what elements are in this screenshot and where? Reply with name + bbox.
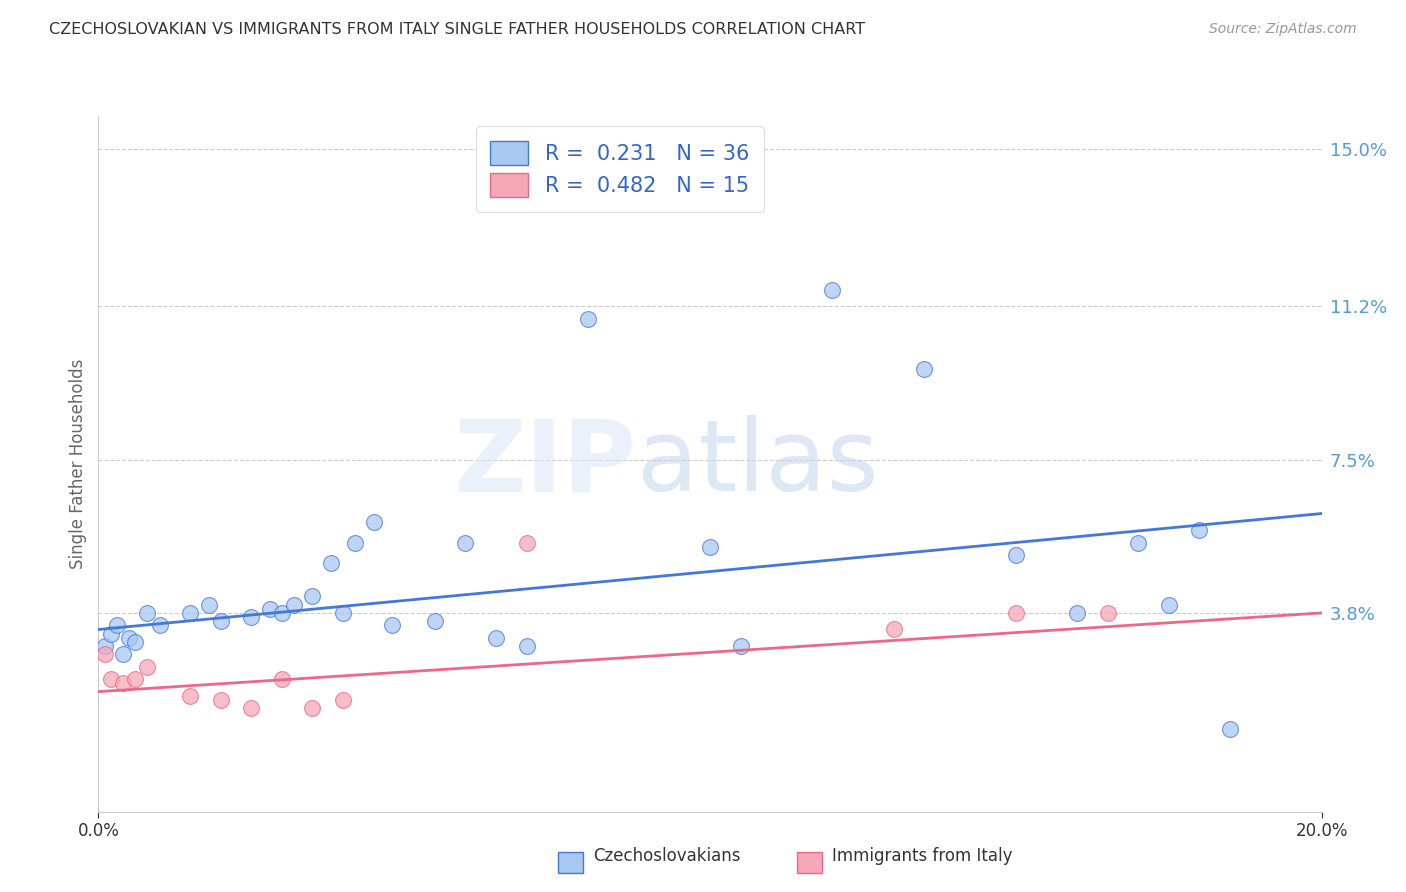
Point — [118, 631, 141, 645]
Point — [209, 614, 232, 628]
Point — [270, 672, 292, 686]
Point — [344, 535, 367, 549]
Point — [332, 606, 354, 620]
Point — [105, 618, 128, 632]
Point — [111, 676, 134, 690]
Point — [124, 635, 146, 649]
Point — [454, 535, 477, 549]
Point — [485, 631, 508, 645]
Point — [111, 648, 134, 662]
Point — [1004, 548, 1026, 562]
Legend: R =  0.231   N = 36, R =  0.482   N = 15: R = 0.231 N = 36, R = 0.482 N = 15 — [475, 127, 763, 212]
Point — [516, 535, 538, 549]
Point — [423, 614, 446, 628]
Point — [912, 361, 935, 376]
Text: CZECHOSLOVAKIAN VS IMMIGRANTS FROM ITALY SINGLE FATHER HOUSEHOLDS CORRELATION CH: CZECHOSLOVAKIAN VS IMMIGRANTS FROM ITALY… — [49, 22, 865, 37]
Point — [259, 602, 281, 616]
Point — [301, 590, 323, 604]
Point — [516, 639, 538, 653]
Point — [699, 540, 721, 554]
Text: ZIP: ZIP — [454, 416, 637, 512]
Point — [93, 648, 115, 662]
Point — [730, 639, 752, 653]
Point — [240, 701, 263, 715]
Point — [1219, 722, 1241, 736]
Point — [93, 639, 115, 653]
Point — [100, 626, 122, 640]
Point — [179, 606, 201, 620]
Point — [1066, 606, 1088, 620]
Point — [197, 598, 219, 612]
Point — [363, 515, 385, 529]
Point — [136, 660, 159, 674]
Point — [283, 598, 305, 612]
Point — [301, 701, 323, 715]
Point — [240, 610, 263, 624]
Point — [1097, 606, 1119, 620]
Point — [124, 672, 146, 686]
Point — [149, 618, 172, 632]
Point — [179, 689, 201, 703]
Bar — [797, 852, 823, 873]
Point — [381, 618, 404, 632]
Point — [1188, 523, 1211, 537]
Point — [1004, 606, 1026, 620]
Point — [1157, 598, 1180, 612]
Bar — [558, 852, 583, 873]
Text: Source: ZipAtlas.com: Source: ZipAtlas.com — [1209, 22, 1357, 37]
Point — [136, 606, 159, 620]
Text: atlas: atlas — [637, 416, 879, 512]
Point — [883, 623, 905, 637]
Text: Immigrants from Italy: Immigrants from Italy — [832, 847, 1012, 865]
Text: Czechoslovakians: Czechoslovakians — [593, 847, 741, 865]
Point — [100, 672, 122, 686]
Point — [332, 693, 354, 707]
Point — [270, 606, 292, 620]
Point — [576, 312, 599, 326]
Y-axis label: Single Father Households: Single Father Households — [69, 359, 87, 569]
Point — [319, 556, 342, 570]
Point — [209, 693, 232, 707]
Point — [1128, 535, 1150, 549]
Point — [821, 283, 844, 297]
